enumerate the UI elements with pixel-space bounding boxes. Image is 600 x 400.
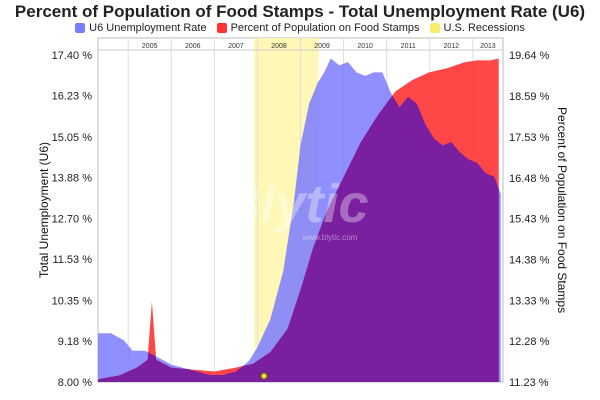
series-area-overlap: [98, 95, 499, 383]
y-tick-right: 16.48 %: [509, 173, 550, 185]
y-tick-right: 19.64 %: [509, 50, 550, 62]
year-label: 2013: [480, 43, 496, 50]
legend-label-food-stamps: Percent of Population on Food Stamps: [230, 22, 420, 34]
y-tick-left: 11.53 %: [52, 254, 92, 266]
year-label: 2011: [401, 43, 416, 50]
y-tick-left: 17.40 %: [52, 50, 93, 62]
year-label: 2009: [314, 43, 330, 50]
y-tick-right: 12.28 %: [509, 336, 550, 348]
year-label: 2005: [142, 43, 158, 50]
legend-swatch-food-stamps: [216, 23, 227, 33]
year-label: 2012: [444, 43, 460, 50]
y-tick-right: 17.53 %: [509, 132, 550, 144]
chart-title: Percent of Population of Food Stamps - T…: [14, 2, 586, 21]
event-marker: [260, 372, 268, 380]
y-tick-right: 18.59 %: [509, 91, 550, 103]
y-axis-label-right: Percent of Population on Food Stamps: [555, 107, 569, 313]
y-tick-left: 9.18 %: [58, 336, 92, 348]
y-tick-right: 14.38 %: [509, 255, 550, 267]
y-tick-left: 13.88 %: [52, 172, 93, 184]
legend-label-recessions: U.S. Recessions: [443, 22, 525, 34]
y-tick-left: 12.70 %: [52, 214, 93, 226]
year-label: 2006: [185, 43, 201, 50]
y-tick-right: 15.43 %: [509, 214, 550, 226]
y-axis-label-left: Total Unemployment (U6): [37, 142, 51, 278]
y-tick-right: 11.23 %: [509, 377, 549, 389]
legend-swatch-u6: [75, 23, 86, 33]
chart-legend: U6 Unemployment Rate Percent of Populati…: [0, 22, 600, 34]
year-label: 2008: [271, 43, 287, 50]
watermark-url: www.blytic.com: [302, 233, 358, 242]
y-tick-left: 10.35 %: [52, 295, 93, 307]
watermark-logo: Blytic: [221, 174, 368, 234]
legend-swatch-recessions: [429, 23, 440, 33]
year-label: 2007: [228, 43, 244, 50]
y-tick-left: 8.00 %: [58, 377, 92, 389]
legend-label-u6: U6 Unemployment Rate: [89, 22, 207, 34]
y-tick-left: 16.23 %: [52, 91, 93, 103]
legend-item-u6[interactable]: U6 Unemployment Rate: [75, 22, 207, 34]
y-tick-right: 13.33 %: [509, 295, 550, 307]
year-label: 2010: [357, 43, 373, 50]
y-tick-left: 15.05 %: [52, 132, 93, 144]
legend-item-food-stamps[interactable]: Percent of Population on Food Stamps: [216, 22, 420, 34]
legend-item-recessions[interactable]: U.S. Recessions: [429, 22, 525, 34]
